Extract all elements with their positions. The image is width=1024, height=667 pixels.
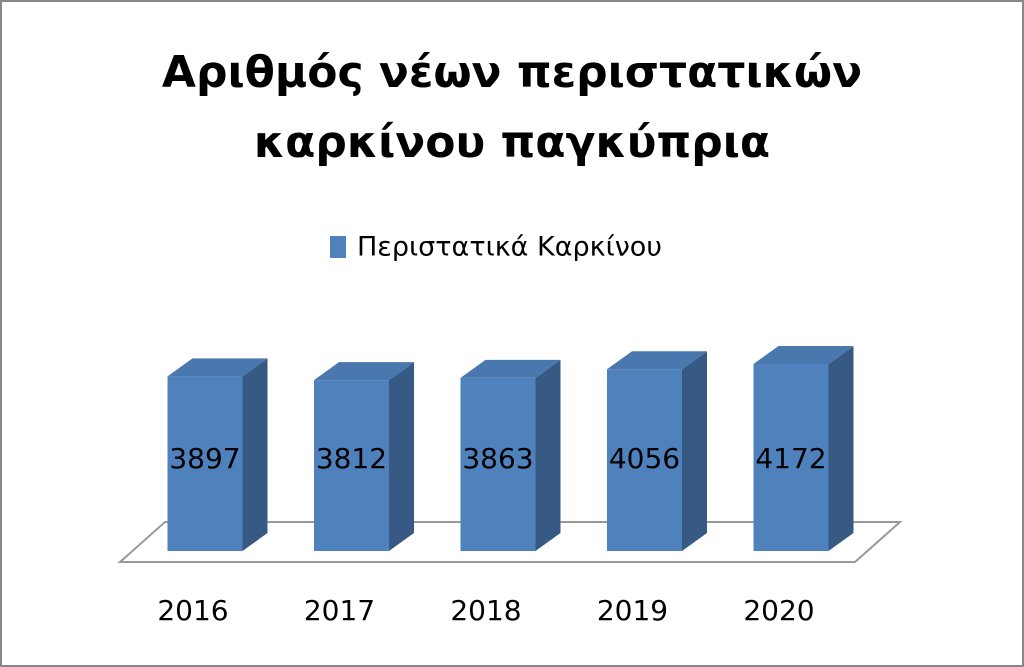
bar <box>607 369 682 551</box>
x-tick-label: 2018 <box>450 594 521 627</box>
value-label: 3812 <box>316 442 387 475</box>
bar-top <box>753 346 854 364</box>
chart-title: Αριθμός νέων περιστατικών καρκίνου παγκύπ… <box>162 47 862 168</box>
bar-side <box>682 351 707 551</box>
bar-side <box>828 346 854 551</box>
legend-swatch <box>330 236 346 258</box>
value-label: 4172 <box>755 442 826 475</box>
legend-label: Περιστατικά Καρκίνου <box>357 232 662 263</box>
bar-side <box>535 359 561 551</box>
bar-top <box>314 362 414 381</box>
bar <box>167 376 243 551</box>
bar-side <box>242 358 268 551</box>
value-label: 3897 <box>169 442 240 475</box>
bar-top <box>167 358 268 377</box>
bar <box>460 377 536 551</box>
bar <box>753 364 829 551</box>
x-tick-label: 2016 <box>157 594 228 627</box>
x-tick-label: 2017 <box>304 594 375 627</box>
x-tick-label: 2020 <box>743 594 814 627</box>
x-tick-label: 2019 <box>597 594 668 627</box>
bar <box>314 380 389 551</box>
bar-side <box>389 362 414 551</box>
value-label: 3863 <box>462 442 533 475</box>
bar-top <box>607 351 707 370</box>
value-label: 4056 <box>609 442 680 475</box>
bar-top <box>460 359 561 378</box>
